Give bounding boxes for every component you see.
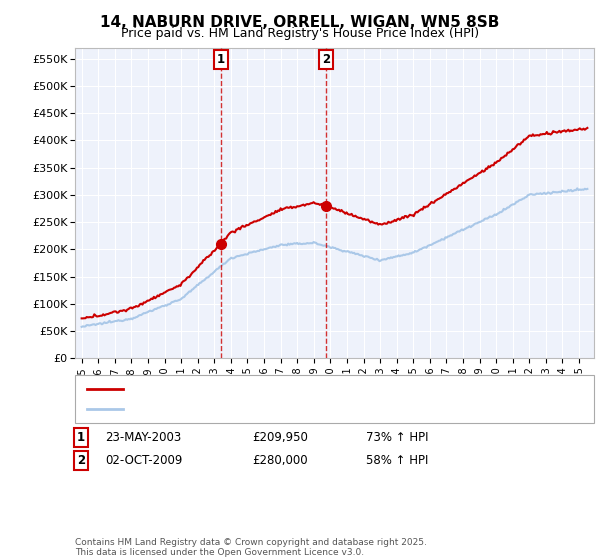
Text: 02-OCT-2009: 02-OCT-2009 [105, 454, 182, 467]
Text: 23-MAY-2003: 23-MAY-2003 [105, 431, 181, 445]
Text: 2: 2 [322, 53, 330, 66]
Text: 1: 1 [217, 53, 224, 66]
Text: Contains HM Land Registry data © Crown copyright and database right 2025.
This d: Contains HM Land Registry data © Crown c… [75, 538, 427, 557]
Text: 73% ↑ HPI: 73% ↑ HPI [366, 431, 428, 445]
Text: 58% ↑ HPI: 58% ↑ HPI [366, 454, 428, 467]
Text: £209,950: £209,950 [252, 431, 308, 445]
Text: 1: 1 [77, 431, 85, 445]
Text: HPI: Average price, detached house, Wigan: HPI: Average price, detached house, Wiga… [129, 404, 370, 414]
Text: 14, NABURN DRIVE, ORRELL, WIGAN, WN5 8SB (detached house): 14, NABURN DRIVE, ORRELL, WIGAN, WN5 8SB… [129, 384, 493, 394]
Text: Price paid vs. HM Land Registry's House Price Index (HPI): Price paid vs. HM Land Registry's House … [121, 27, 479, 40]
Text: £280,000: £280,000 [252, 454, 308, 467]
Text: 2: 2 [77, 454, 85, 467]
Text: 14, NABURN DRIVE, ORRELL, WIGAN, WN5 8SB: 14, NABURN DRIVE, ORRELL, WIGAN, WN5 8SB [100, 15, 500, 30]
